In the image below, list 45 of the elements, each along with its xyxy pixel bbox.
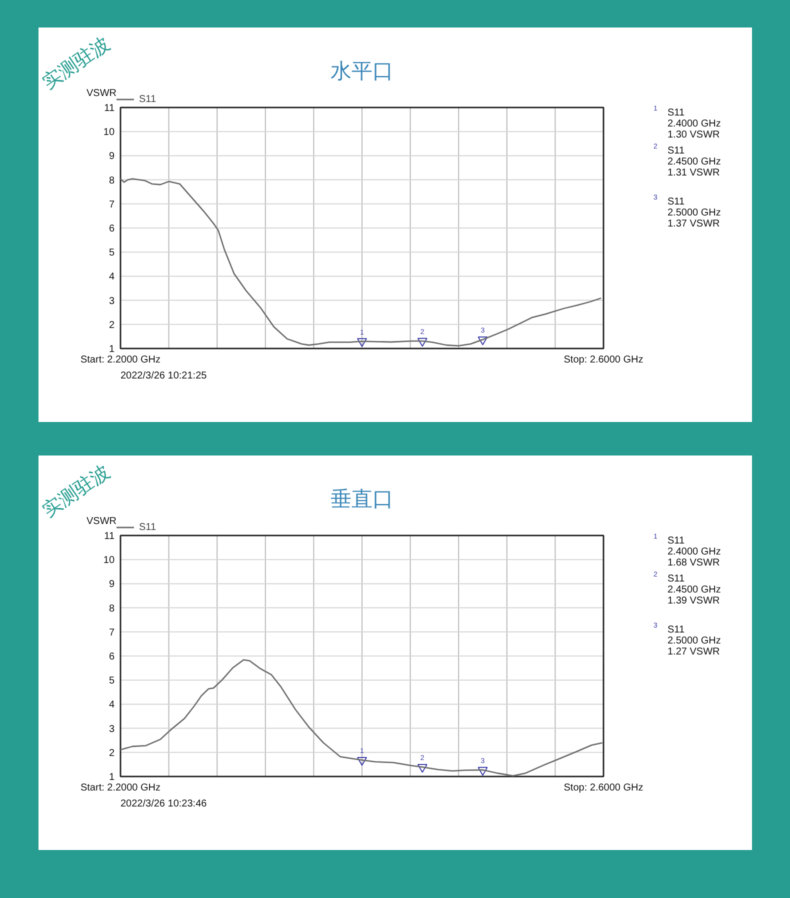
point — [357, 757, 367, 766]
line-series — [120, 178, 602, 347]
x-tick-label: Stop: 2.6000 GHz — [564, 354, 644, 366]
point — [417, 764, 428, 773]
text: S11 2.4500 GHz 1.39 VSWR — [668, 574, 721, 606]
y-tick-label: 11 — [104, 103, 115, 114]
y-tick-label: 7 — [108, 199, 115, 210]
y-tick-label: 11 — [104, 531, 115, 542]
y-tick-label: 10 — [103, 555, 115, 566]
y-tick-label: 5 — [108, 248, 115, 259]
text: S11 2.4000 GHz 1.68 VSWR — [668, 536, 721, 568]
text: 2022/3/26 10:23:46 — [120, 798, 208, 810]
y-tick-label: 2 — [108, 320, 115, 331]
y-tick-label: 3 — [108, 296, 115, 307]
legend-label: S11 — [139, 522, 158, 532]
y-tick-label: 9 — [108, 579, 115, 590]
y-tick-label: 7 — [108, 627, 115, 638]
y-axis-title: VSWR — [86, 88, 116, 99]
text: 2022/3/26 10:21:25 — [120, 370, 208, 382]
x-tick-label: Start: 2.2000 GHz — [80, 354, 161, 366]
y-tick-label: 10 — [103, 127, 115, 138]
x-tick-label: Stop: 2.6000 GHz — [564, 782, 644, 794]
text: S11 2.4000 GHz 1.30 VSWR — [668, 108, 721, 140]
y-tick-label: 8 — [108, 175, 115, 186]
point — [478, 766, 488, 776]
text: S11 2.4500 GHz 1.31 VSWR — [668, 146, 721, 178]
text: S11 2.5000 GHz 1.37 VSWR — [668, 196, 721, 230]
y-tick-label: 6 — [108, 224, 115, 234]
y-tick-label: 2 — [108, 748, 115, 759]
chart-title: 水平口 — [330, 60, 394, 83]
y-tick-label: 9 — [108, 151, 115, 162]
y-axis-title: VSWR — [86, 516, 116, 527]
y-tick-label: 1 — [108, 772, 115, 783]
y-tick-label: 3 — [108, 724, 115, 735]
y-tick-label: 8 — [108, 603, 115, 614]
y-tick-label: 1 — [108, 344, 115, 355]
chart-title: 垂直口 — [330, 488, 394, 511]
y-tick-label: 6 — [108, 652, 115, 662]
y-tick-label: 4 — [108, 272, 115, 283]
line-series — [120, 659, 603, 776]
x-tick-label: Start: 2.2000 GHz — [80, 782, 161, 794]
text: S11 2.5000 GHz 1.27 VSWR — [668, 624, 721, 658]
y-tick-label: 5 — [108, 676, 115, 687]
legend-label: S11 — [139, 94, 158, 104]
y-tick-label: 4 — [108, 700, 115, 711]
